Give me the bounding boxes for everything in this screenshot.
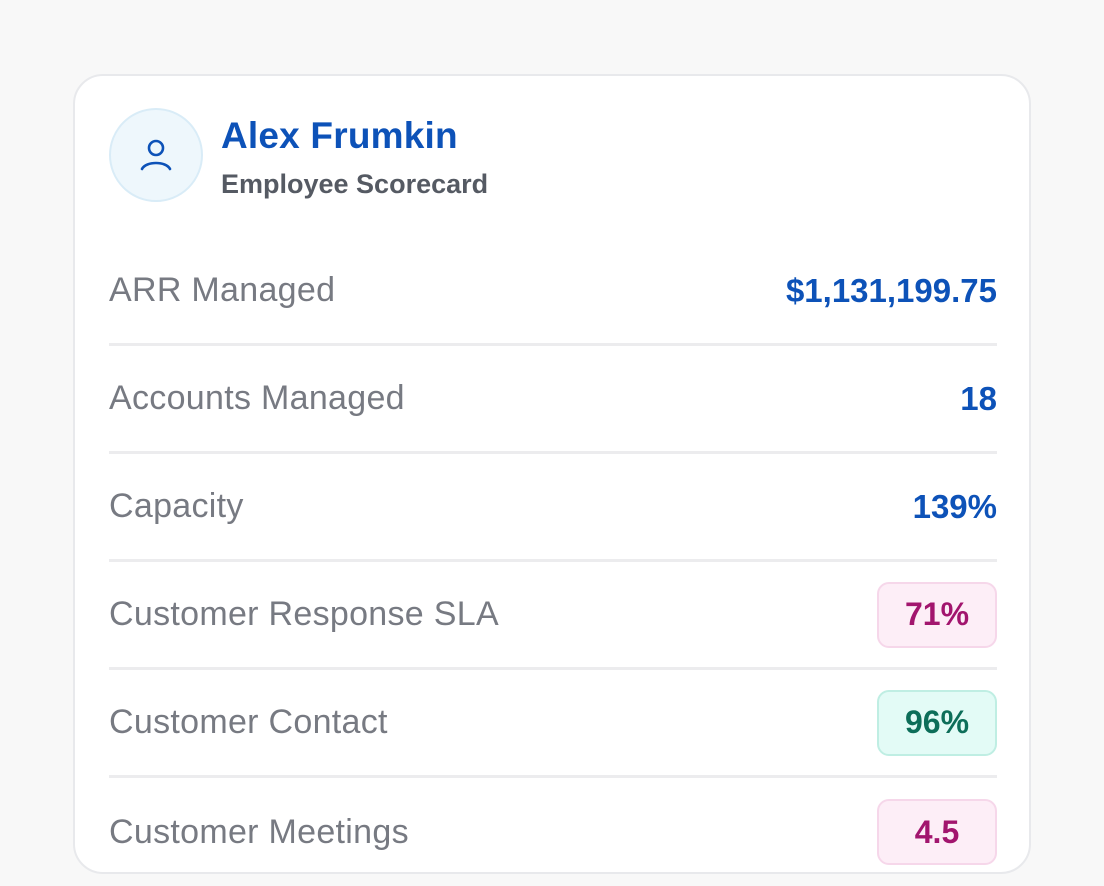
metric-row-arr: ARR Managed $1,131,199.75 <box>109 238 997 346</box>
scorecard-header: Alex Frumkin Employee Scorecard <box>109 108 488 202</box>
metric-row-customer-meetings: Customer Meetings 4.5 <box>109 778 997 886</box>
metric-row-customer-contact: Customer Contact 96% <box>109 670 997 778</box>
metric-value: $1,131,199.75 <box>785 271 997 309</box>
metric-status-badge: 4.5 <box>877 799 997 865</box>
metric-label: Accounts Managed <box>109 379 405 417</box>
metric-status-badge: 71% <box>877 581 997 648</box>
metric-label: ARR Managed <box>109 271 336 309</box>
avatar <box>109 108 203 202</box>
metric-label: Customer Meetings <box>109 812 409 851</box>
metric-label: Customer Response SLA <box>109 595 499 633</box>
metric-label: Capacity <box>109 487 244 525</box>
metric-value: 139% <box>912 487 997 525</box>
metric-row-accounts: Accounts Managed 18 <box>109 346 997 454</box>
scorecard-subtitle: Employee Scorecard <box>221 169 489 199</box>
scorecard-card: Alex Frumkin Employee Scorecard ARR Mana… <box>73 74 1031 874</box>
metrics-list: ARR Managed $1,131,199.75 Accounts Manag… <box>109 238 997 886</box>
metric-row-response-sla: Customer Response SLA 71% <box>109 562 997 670</box>
user-icon <box>140 139 172 171</box>
metric-value: 18 <box>960 379 997 417</box>
metric-status-badge: 96% <box>877 689 997 756</box>
metric-label: Customer Contact <box>109 703 388 741</box>
employee-name: Alex Frumkin <box>221 115 458 156</box>
metric-row-capacity: Capacity 139% <box>109 454 997 562</box>
